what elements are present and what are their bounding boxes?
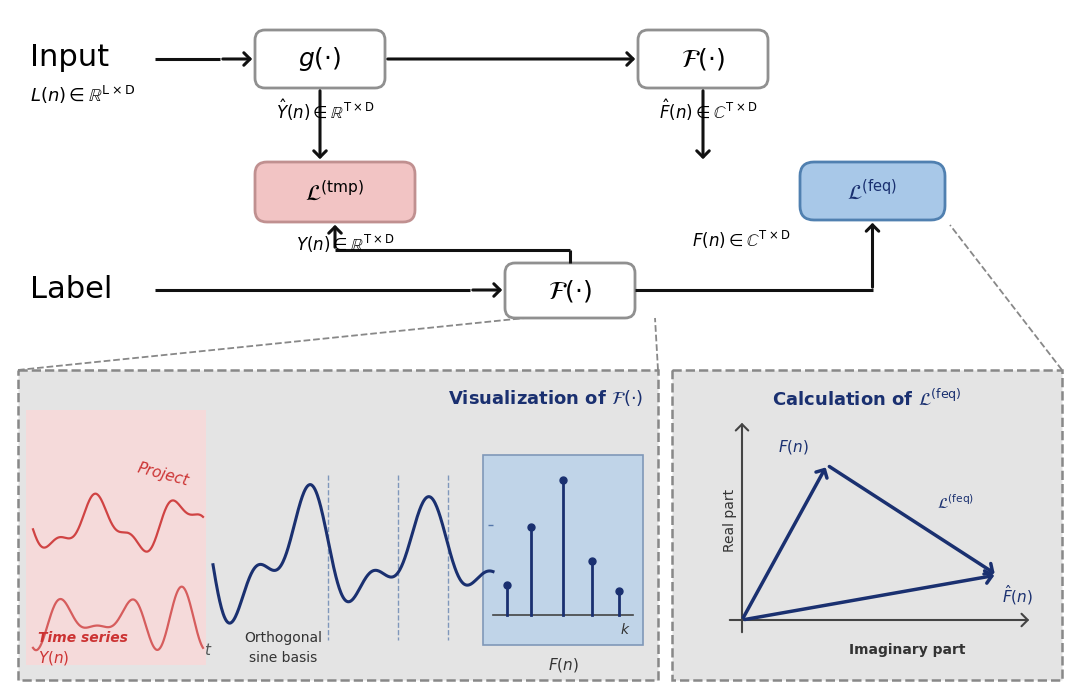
FancyBboxPatch shape	[672, 370, 1062, 680]
Text: $Y(n) \in \mathbb{R}^{\mathrm{T\times D}}$: $Y(n) \in \mathbb{R}^{\mathrm{T\times D}…	[296, 233, 394, 255]
Text: $F(n)$: $F(n)$	[778, 438, 809, 456]
Text: $\mathcal{L}^{\mathrm{(feq)}}$: $\mathcal{L}^{\mathrm{(feq)}}$	[937, 493, 974, 511]
Text: $\hat{F}(n)$: $\hat{F}(n)$	[1002, 583, 1032, 607]
Text: $Y(n)$: $Y(n)$	[38, 649, 69, 667]
Text: Label: Label	[30, 275, 112, 305]
Text: Real part: Real part	[723, 489, 737, 551]
FancyBboxPatch shape	[800, 162, 945, 220]
Text: $k$: $k$	[620, 622, 631, 638]
Text: $\hat{F}(n) \in \mathbb{C}^{\mathrm{T\times D}}$: $\hat{F}(n) \in \mathbb{C}^{\mathrm{T\ti…	[659, 97, 757, 123]
Text: $\hat{Y}(n) \in \mathbb{R}^{\mathrm{T\times D}}$: $\hat{Y}(n) \in \mathbb{R}^{\mathrm{T\ti…	[275, 97, 375, 123]
FancyBboxPatch shape	[26, 410, 206, 665]
Text: $F(n)$: $F(n)$	[548, 656, 579, 674]
FancyBboxPatch shape	[255, 30, 384, 88]
FancyBboxPatch shape	[255, 162, 415, 222]
Text: $\mathcal{L}^{\mathrm{(feq)}}$: $\mathcal{L}^{\mathrm{(feq)}}$	[848, 178, 897, 204]
Text: $t$: $t$	[204, 642, 213, 658]
Text: $\mathcal{F}(\cdot)$: $\mathcal{F}(\cdot)$	[681, 46, 725, 72]
Text: Project: Project	[135, 461, 190, 489]
Text: Input: Input	[30, 43, 109, 72]
Text: $\mathcal{L}^{\mathrm{(tmp)}}$: $\mathcal{L}^{\mathrm{(tmp)}}$	[306, 180, 365, 204]
Text: Visualization of $\mathcal{F}(\cdot)$: Visualization of $\mathcal{F}(\cdot)$	[447, 388, 643, 408]
FancyBboxPatch shape	[483, 455, 643, 645]
Text: Calculation of $\mathcal{L}^{\mathrm{(feq)}}$: Calculation of $\mathcal{L}^{\mathrm{(fe…	[772, 388, 962, 408]
Text: $\mathcal{F}(\cdot)$: $\mathcal{F}(\cdot)$	[549, 277, 592, 303]
FancyBboxPatch shape	[18, 370, 658, 680]
Text: Time series: Time series	[38, 631, 127, 645]
Text: Orthogonal: Orthogonal	[244, 631, 322, 645]
Text: Imaginary part: Imaginary part	[849, 643, 966, 657]
Text: $g(\cdot)$: $g(\cdot)$	[298, 45, 341, 73]
FancyBboxPatch shape	[505, 263, 635, 318]
Text: sine basis: sine basis	[248, 651, 318, 665]
Text: $L(n) \in \mathbb{R}^{\mathrm{L\times D}}$: $L(n) \in \mathbb{R}^{\mathrm{L\times D}…	[30, 84, 135, 106]
FancyBboxPatch shape	[638, 30, 768, 88]
Text: $F(n) \in \mathbb{C}^{\mathrm{T\times D}}$: $F(n) \in \mathbb{C}^{\mathrm{T\times D}…	[691, 229, 789, 251]
